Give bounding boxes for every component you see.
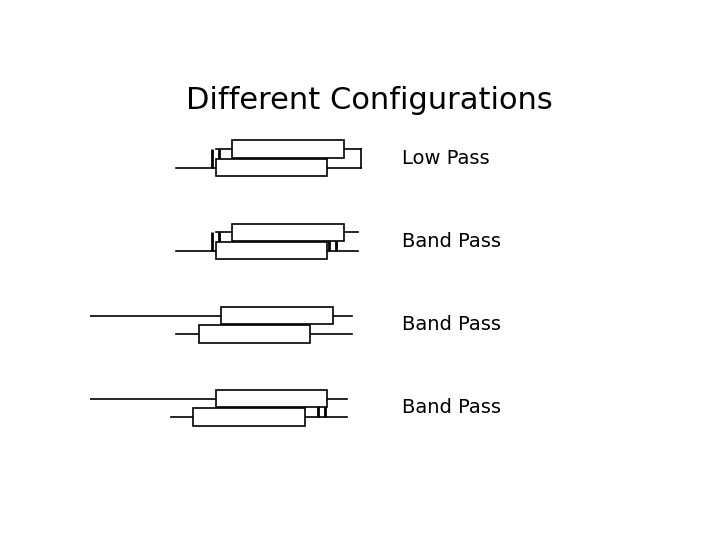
Text: Band Pass: Band Pass (402, 399, 501, 417)
Text: Low Pass: Low Pass (402, 149, 490, 168)
Bar (199, 325, 310, 342)
Text: Band Pass: Band Pass (402, 315, 501, 334)
Bar (215, 242, 327, 259)
Bar (215, 159, 327, 176)
Bar (215, 390, 327, 407)
Bar (193, 408, 305, 426)
Text: Band Pass: Band Pass (402, 232, 501, 251)
Bar (221, 307, 333, 324)
Bar (233, 140, 344, 158)
Bar (233, 224, 344, 241)
Text: Different Configurations: Different Configurations (186, 85, 552, 114)
